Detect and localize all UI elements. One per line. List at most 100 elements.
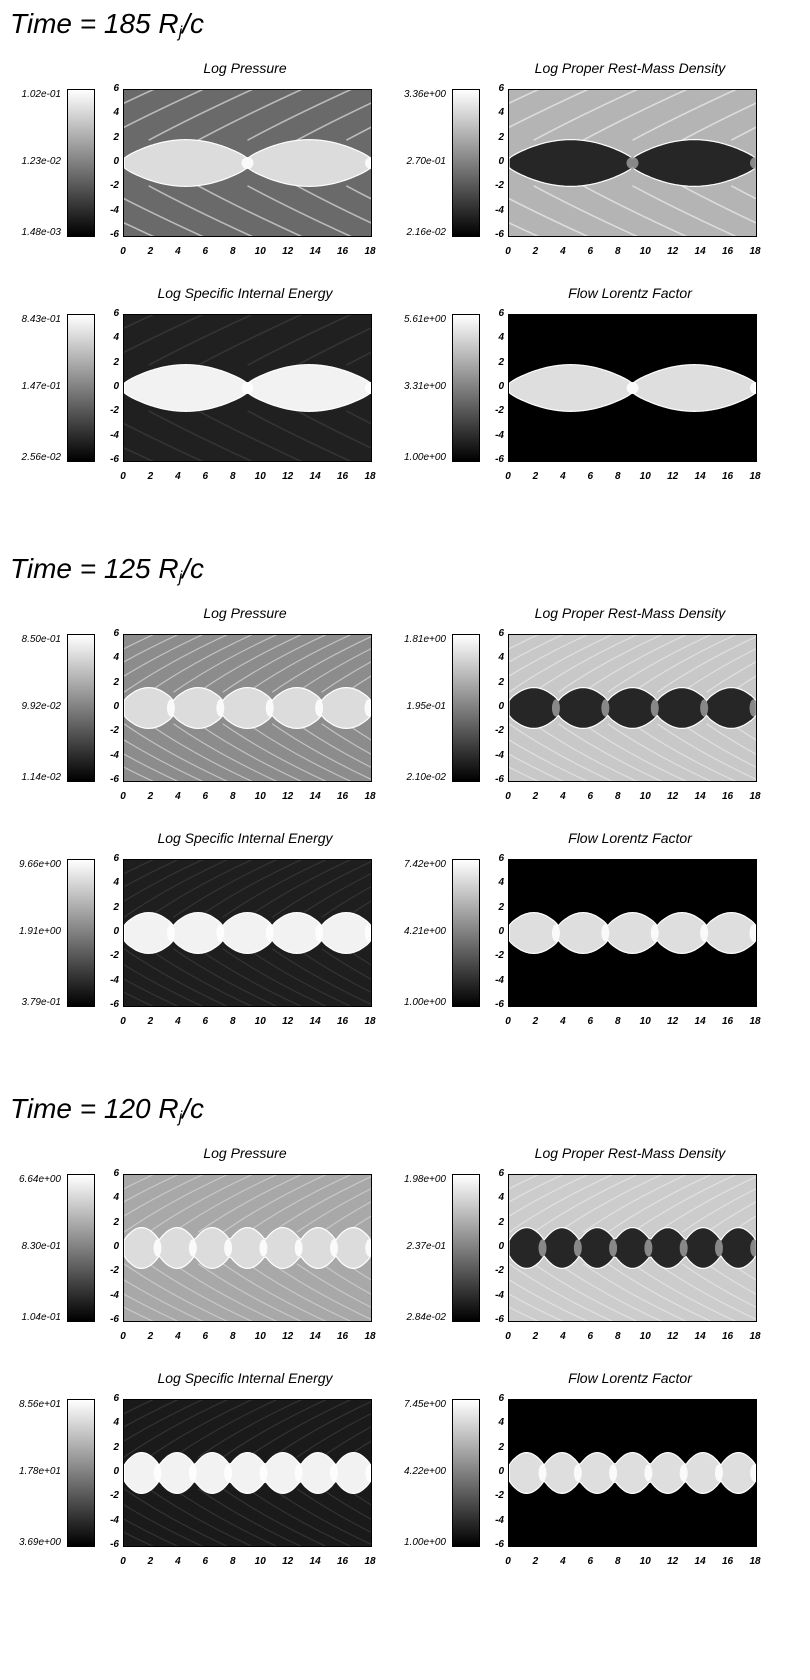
wave-streak (124, 1531, 154, 1546)
y-tick-label: 0 (113, 1241, 119, 1252)
field-plot (508, 1399, 757, 1547)
wave-streak (706, 1201, 756, 1233)
y-tick-label: 2 (113, 1216, 119, 1228)
x-tick-label: 18 (364, 1331, 376, 1342)
y-tick-label: -4 (110, 1289, 119, 1301)
wave-streak (296, 1263, 371, 1308)
y-tick-label: 4 (498, 652, 504, 664)
wave-streak (197, 90, 303, 141)
y-tick-label: -6 (495, 1314, 504, 1325)
wave-streak (558, 1263, 663, 1321)
colorbar-label: 8.50e-01 (21, 634, 61, 645)
x-tick-label: 18 (749, 1016, 761, 1027)
x-tick-label: 0 (120, 471, 126, 482)
colorbar (452, 89, 480, 237)
wave-streak (247, 1175, 352, 1233)
wave-streak (124, 1400, 228, 1458)
x-tick-label: 16 (336, 1331, 349, 1342)
wave-streak (321, 1201, 371, 1233)
y-tick-label: -2 (495, 1490, 504, 1502)
x-tick-label: 2 (532, 246, 539, 257)
wave-streak (124, 860, 179, 888)
wave-streak (582, 635, 688, 693)
jet-cocoon (509, 1226, 756, 1270)
shock-knot (365, 382, 371, 394)
wave-streak (345, 410, 371, 425)
field-plot (508, 89, 757, 237)
time-label: Time = 125 (10, 553, 159, 584)
wave-streak (124, 635, 179, 663)
y-tick-label: -4 (495, 1289, 504, 1301)
x-tick-label: 14 (309, 471, 321, 482)
time-unit-main: R (158, 1093, 179, 1124)
wave-streak (247, 1400, 352, 1458)
shock-knot (364, 699, 371, 717)
field-image (509, 1400, 756, 1546)
y-tick-label: -4 (110, 1514, 119, 1526)
shock-knot (265, 699, 274, 717)
field-plot (123, 314, 372, 462)
wave-streak (124, 1263, 228, 1321)
x-tick-label: 8 (614, 1331, 621, 1342)
y-tick-label: 0 (113, 701, 119, 712)
wave-streak (321, 886, 371, 918)
x-tick-label: 10 (254, 791, 266, 802)
field-plot (123, 634, 372, 782)
y-tick-label: 4 (113, 332, 119, 344)
panel-title: Log Proper Rest-Mass Density (534, 605, 726, 621)
wave-streak (730, 1263, 756, 1281)
shock-knot (573, 1239, 582, 1257)
wave-streak (247, 860, 352, 918)
wave-streak (296, 1188, 371, 1233)
colorbar (452, 1399, 480, 1547)
y-tick-label: -2 (495, 180, 504, 192)
wave-streak (222, 860, 327, 918)
y-tick-label: 2 (113, 131, 119, 143)
shock-knot (538, 1239, 547, 1257)
wave-streak (124, 90, 204, 129)
wave-streak (124, 1400, 154, 1415)
wave-streak (271, 948, 371, 1005)
colorbar-label: 6.64e+00 (19, 1174, 61, 1185)
panel-title: Flow Lorentz Factor (568, 830, 692, 846)
x-tick-label: 16 (721, 1556, 734, 1567)
shock-knot (216, 924, 225, 942)
x-tick-label: 14 (309, 1331, 321, 1342)
x-tick-label: 8 (614, 246, 621, 257)
x-tick-label: 0 (120, 791, 126, 802)
wave-streak (607, 635, 712, 693)
colorbar-label: 1.91e+00 (19, 926, 61, 937)
wave-streak (509, 635, 564, 663)
colorbar-label: 3.69e+00 (19, 1537, 61, 1548)
x-tick-label: 16 (336, 1556, 349, 1567)
x-tick-label: 14 (309, 1016, 321, 1027)
y-tick-label: 0 (498, 1241, 504, 1252)
wave-streak (124, 635, 204, 677)
block-time-title: Time = 120 Rj/c (10, 1093, 204, 1127)
jet-cocoon (124, 1226, 371, 1270)
wave-streak (222, 1488, 327, 1546)
y-tick-label: 6 (498, 1393, 504, 1404)
panel-title: Log Specific Internal Energy (157, 1370, 333, 1386)
x-tick-label: 8 (229, 246, 236, 257)
colorbar-label: 1.48e-03 (21, 227, 61, 238)
colorbar-label: 5.61e+00 (404, 314, 446, 325)
wave-streak (706, 661, 756, 693)
wave-streak (607, 723, 712, 781)
wave-streak (247, 635, 352, 693)
time-unit-main: R (158, 553, 179, 584)
wave-streak (222, 1263, 327, 1321)
time-unit-subscript: j (178, 1109, 183, 1126)
time-unit-tail: /c (182, 8, 204, 39)
x-tick-label: 10 (639, 246, 651, 257)
x-tick-label: 16 (721, 471, 734, 482)
wave-streak (509, 1175, 613, 1233)
wave-streak (321, 948, 371, 980)
wave-streak (148, 90, 254, 141)
wave-streak (345, 126, 371, 141)
x-tick-label: 2 (147, 1016, 154, 1027)
shock-knot (749, 699, 756, 717)
shock-knot (241, 157, 254, 169)
wave-streak (173, 635, 278, 693)
x-tick-label: 10 (254, 1556, 266, 1567)
